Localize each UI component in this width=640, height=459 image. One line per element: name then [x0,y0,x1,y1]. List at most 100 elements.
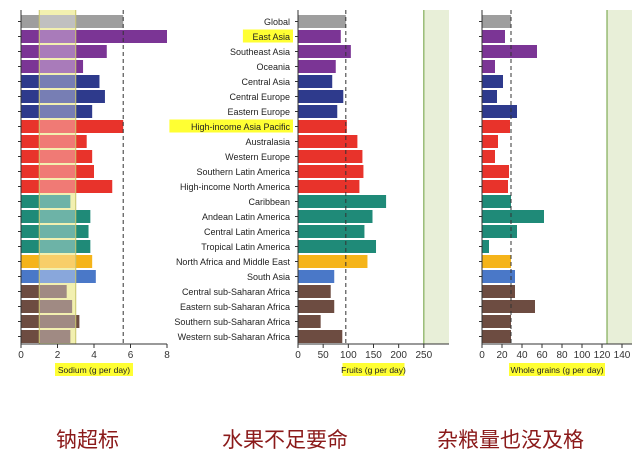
bar [482,270,515,283]
region-label: Caribbean [248,197,290,207]
region-label: Central sub-Saharan Africa [182,287,290,297]
bar [482,285,515,298]
bar [21,90,105,103]
bar-optimal-overlay [39,210,76,223]
bar [298,195,387,208]
bar [482,180,508,193]
x-tick-label: 0 [295,350,301,361]
fruits-panel: 0 50 100 150 200 250 Fruits (g per day) [295,10,449,376]
bar-optimal-overlay [39,240,76,253]
axis-label-highlight [509,363,605,376]
bar [21,120,124,133]
bar-optimal-overlay [39,135,76,148]
bar [482,210,544,223]
caption-sodium: 钠超标 [56,428,119,452]
bar-optimal-overlay [39,180,76,193]
bar-optimal-overlay [39,45,76,58]
whole-grains-panel: 0 20 40 60 80 100 120 140 Whole grains (g per da… [479,10,632,376]
x-tick-label: 0 [18,350,24,361]
region-label-highlight [242,29,293,43]
bar [482,90,497,103]
bar [298,135,358,148]
bar-optimal-overlay [39,120,76,133]
bar [21,285,67,298]
bar-optimal-overlay [39,30,76,43]
bar [21,195,71,208]
bar [298,300,335,313]
region-label: Western Europe [225,152,290,162]
bar [298,90,344,103]
bar [482,150,495,163]
bar [482,300,535,313]
region-label: Global [264,17,290,27]
region-label-highlight [169,119,293,133]
bar [298,45,351,58]
x-tick-label: 60 [536,350,548,361]
bar-optimal-overlay [39,105,76,118]
bar-optimal-overlay [39,165,76,178]
bar-optimal-overlay [39,90,76,103]
bar-optimal-overlay [39,15,76,28]
region-label: East Asia [252,32,290,42]
caption-whole-grains: 杂粮量也没及格 [437,428,584,452]
bar [298,330,343,343]
bar [298,240,377,253]
bar-optimal-overlay [39,225,76,238]
region-label: North Africa and Middle East [176,257,291,267]
bar [298,225,365,238]
bar-optimal-overlay [39,75,76,88]
region-label: Western sub-Saharan Africa [178,332,290,342]
x-tick-label: 80 [556,350,568,361]
bar [298,60,336,73]
region-label: Southeast Asia [230,47,290,57]
optimal-range-band [607,10,632,344]
region-label: Central Asia [241,77,290,87]
bar [482,255,511,268]
bar [21,180,113,193]
bar [21,240,91,253]
region-label: Oceania [256,62,290,72]
x-axis-label: Sodium (g per day) [58,365,130,375]
axis-label-highlight [55,363,133,376]
x-tick-label: 4 [91,350,97,361]
bar [298,285,331,298]
bar [21,75,100,88]
region-label: Andean Latin America [202,212,290,222]
region-labels: Global East Asia Southeast Asia Oceania Cent… [169,17,293,342]
bar [482,195,511,208]
bar [482,315,511,328]
bar-optimal-overlay [39,60,76,73]
bar [298,315,321,328]
bar [298,30,341,43]
bar [482,240,489,253]
bar [482,225,517,238]
bar [298,150,363,163]
bar [298,270,335,283]
region-label: Southern Latin America [196,167,290,177]
x-tick-label: 140 [614,350,631,361]
bar [482,330,511,343]
region-label: Central Latin America [204,227,290,237]
bar [298,105,338,118]
region-label: High-income North America [180,182,290,192]
region-label: Australasia [245,137,290,147]
bar-optimal-overlay [39,315,76,328]
bar [482,60,495,73]
bar [298,75,333,88]
region-label: Central Europe [229,92,290,102]
region-label: Tropical Latin America [201,242,290,252]
x-tick-label: 2 [55,350,61,361]
bar [21,45,107,58]
region-label: Southern sub-Saharan Africa [174,317,290,327]
bar-optimal-overlay [39,330,71,343]
bar [21,60,84,73]
x-tick-label: 50 [318,350,330,361]
caption-fruits: 水果不足要命 [222,428,348,452]
bar [21,15,124,28]
bar [482,165,509,178]
x-tick-label: 40 [516,350,528,361]
x-axis-label: Whole grains (g per day) [510,365,603,375]
region-label: Eastern Europe [227,107,290,117]
x-axis-label: Fruits (g per day) [341,365,406,375]
bar [482,75,503,88]
